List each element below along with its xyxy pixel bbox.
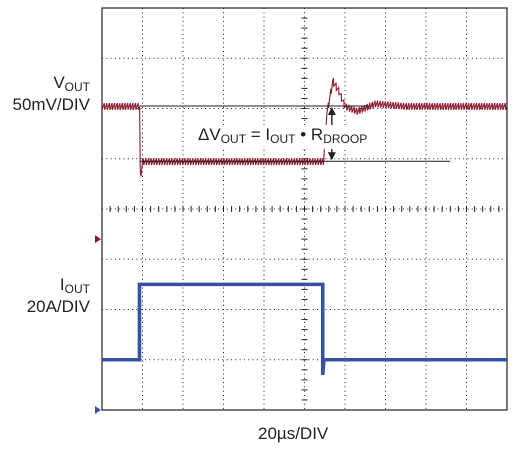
droop-equation: ΔVOUT = IOUT • RDROOP [196, 125, 370, 149]
vout-label-main: V [53, 73, 65, 92]
waveform-traces [101, 77, 508, 375]
x-axis-label: 20µs/DIV [258, 424, 329, 443]
iout-label-main: I [59, 275, 65, 294]
vout-trace [101, 77, 508, 177]
plot-grid [101, 7, 508, 411]
iout-label-sub: OUT [64, 282, 90, 296]
droop-arrow-head-down [327, 152, 336, 161]
vout-channel-label: VOUT [6, 73, 90, 97]
reference-markers [95, 235, 101, 414]
droop-arrow-head-up [327, 106, 336, 115]
eq-delta-v: ΔV [198, 125, 221, 144]
iout-trace [102, 282, 507, 375]
eq-delta-v-sub: OUT [220, 132, 247, 146]
iout-channel-label: IOUT [6, 275, 90, 299]
channel-1-ground-marker [95, 235, 101, 244]
eq-equals-i: = I [246, 125, 271, 144]
iout-scale-label: 20A/DIV [26, 297, 90, 316]
eq-r-sub: DROOP [323, 132, 368, 146]
vout-scale-label: 50mV/DIV [12, 95, 90, 114]
eq-bullet-r: • R [295, 125, 324, 144]
eq-i-sub: OUT [270, 132, 296, 146]
vout-label-sub: OUT [64, 80, 90, 94]
channel-2-ground-marker [95, 406, 101, 414]
